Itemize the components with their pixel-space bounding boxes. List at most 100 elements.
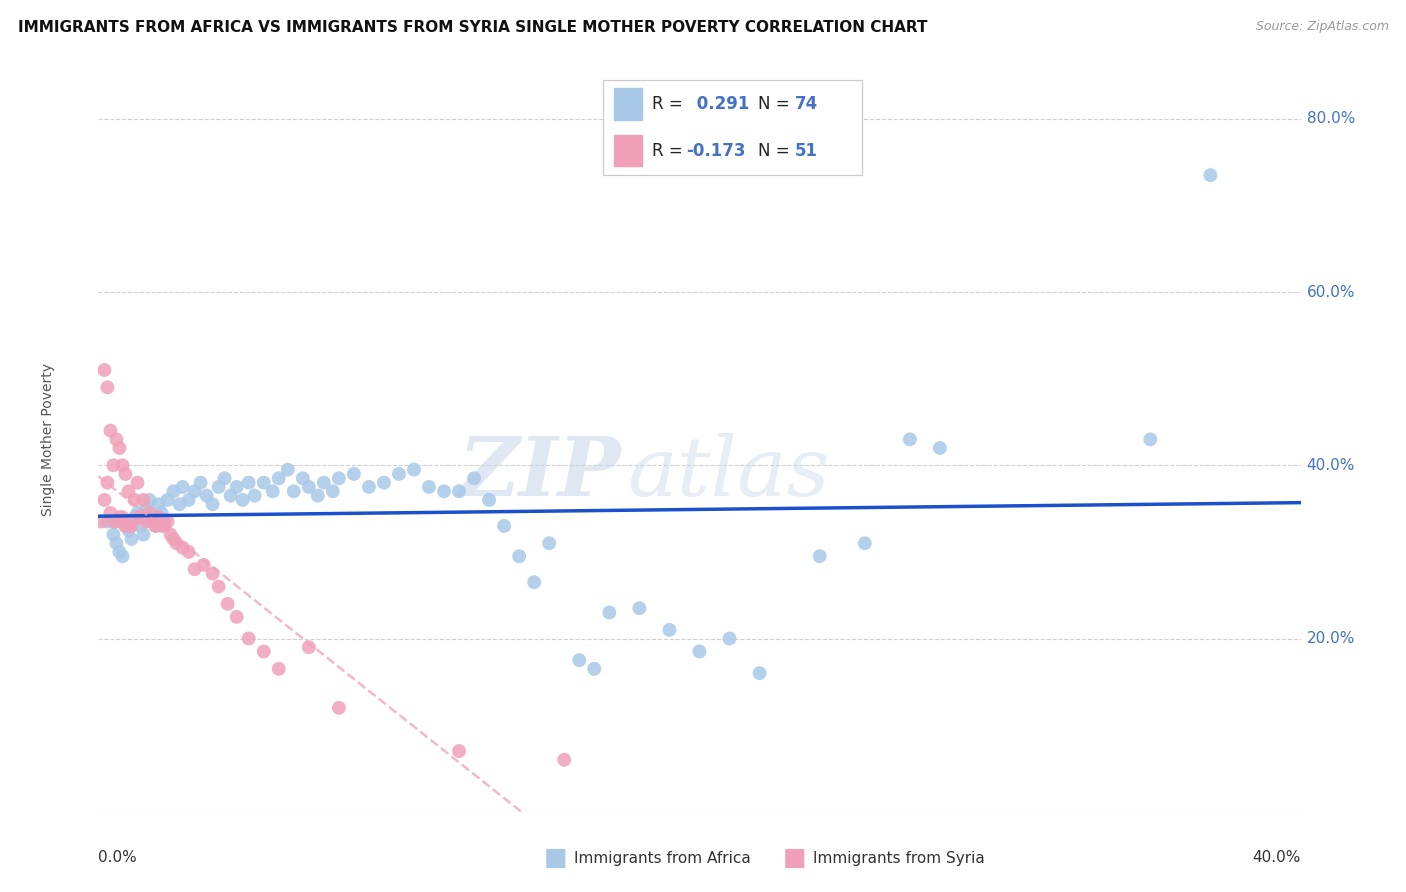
Point [553,753,575,767]
Point [373,475,395,490]
Point [718,632,741,646]
Point [267,471,290,485]
Point [262,484,284,499]
Point [201,566,224,581]
Point [388,467,411,481]
Point [328,700,350,714]
Point [117,519,139,533]
Point [494,519,516,533]
Point [93,492,115,507]
Point [1139,433,1161,447]
Point [124,492,146,507]
Point [141,515,163,529]
Point [111,549,134,564]
Point [402,462,425,476]
Text: Immigrants from Syria: Immigrants from Syria [813,851,984,865]
Point [208,480,231,494]
Point [114,467,136,481]
Text: 80.0%: 80.0% [1306,112,1355,127]
Point [138,506,160,520]
Point [150,506,173,520]
Point [108,545,131,559]
Point [100,506,122,520]
Point [117,484,139,499]
Text: 40.0%: 40.0% [1306,458,1355,473]
Point [568,653,591,667]
Point [463,471,485,485]
Point [105,515,128,529]
Point [114,519,136,533]
Point [121,519,143,533]
Point [307,489,329,503]
Point [538,536,561,550]
Point [96,380,118,394]
Point [658,623,681,637]
Point [103,458,125,473]
Point [433,484,456,499]
Point [243,489,266,503]
Text: ■: ■ [544,847,567,870]
Point [298,480,321,494]
Text: Single Mother Poverty: Single Mother Poverty [41,363,55,516]
Point [138,492,160,507]
Point [238,475,260,490]
Point [100,424,122,438]
Point [447,744,470,758]
Point [418,480,440,494]
Point [225,480,247,494]
Text: Source: ZipAtlas.com: Source: ZipAtlas.com [1256,20,1389,33]
Point [148,510,170,524]
Point [478,492,501,507]
Point [117,523,139,537]
Point [225,610,247,624]
Point [447,484,470,499]
Point [127,510,149,524]
Point [90,515,112,529]
Point [153,515,176,529]
Point [628,601,651,615]
Point [105,536,128,550]
Point [145,519,167,533]
Text: atlas: atlas [627,433,830,513]
Point [108,441,131,455]
Text: 40.0%: 40.0% [1253,850,1301,865]
Text: IMMIGRANTS FROM AFRICA VS IMMIGRANTS FROM SYRIA SINGLE MOTHER POVERTY CORRELATIO: IMMIGRANTS FROM AFRICA VS IMMIGRANTS FRO… [18,20,928,35]
Point [156,515,179,529]
Point [103,527,125,541]
Point [127,506,149,520]
Point [253,644,276,658]
Point [132,492,155,507]
Point [132,527,155,541]
Point [103,515,125,529]
Point [688,644,710,658]
Point [748,666,770,681]
Point [598,606,620,620]
Point [172,480,194,494]
Point [169,497,191,511]
Point [145,519,167,533]
Point [291,471,314,485]
Point [129,510,152,524]
Text: Immigrants from Africa: Immigrants from Africa [574,851,751,865]
Point [238,632,260,646]
Point [583,662,606,676]
Point [166,536,188,550]
Point [929,441,952,455]
Point [232,492,254,507]
Text: ■: ■ [783,847,806,870]
Point [508,549,530,564]
Point [127,475,149,490]
Text: 60.0%: 60.0% [1306,285,1355,300]
Point [141,510,163,524]
Point [277,462,299,476]
Point [105,433,128,447]
Point [135,515,157,529]
Point [159,527,181,541]
Point [357,480,380,494]
Point [312,475,335,490]
Point [853,536,876,550]
Point [343,467,366,481]
Point [322,484,344,499]
Point [148,497,170,511]
Point [219,489,242,503]
